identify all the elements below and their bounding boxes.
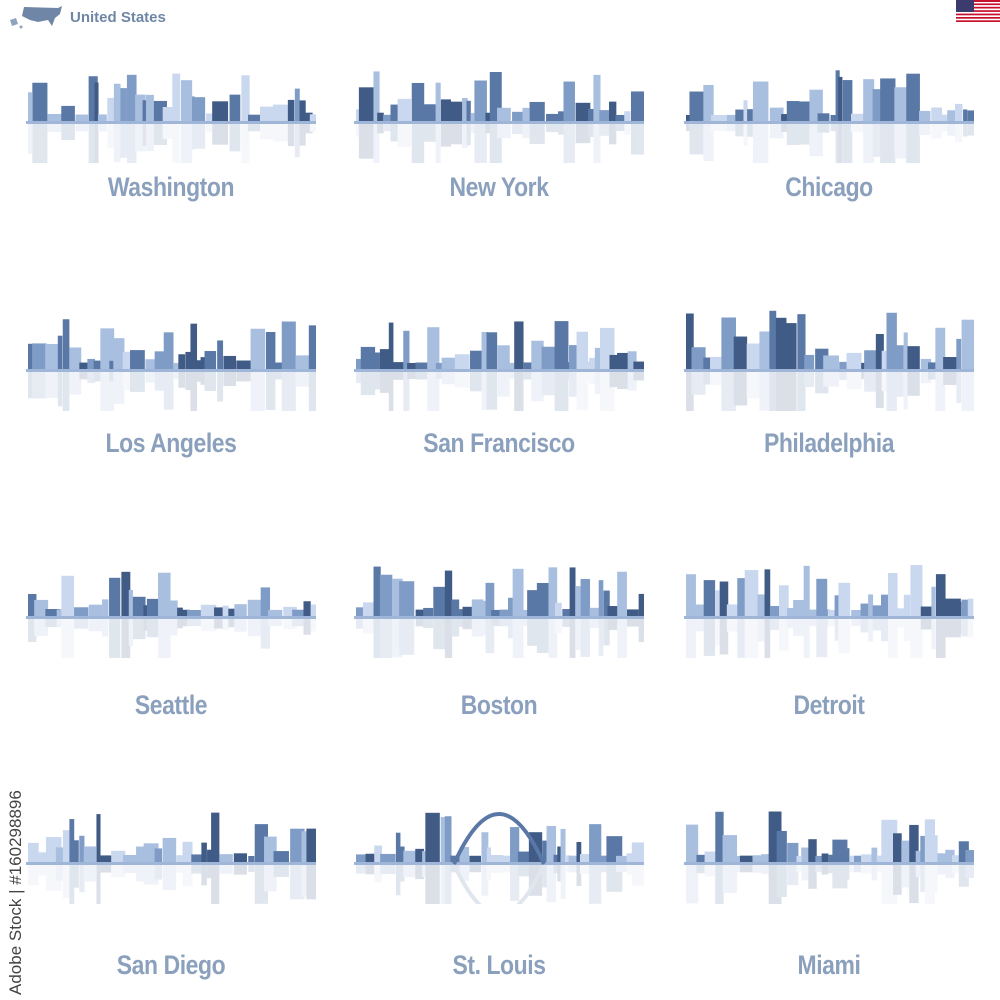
skyline-illustration xyxy=(684,310,974,411)
city-label: Philadelphia xyxy=(763,428,895,458)
skyline-illustration xyxy=(684,565,974,658)
stock-credit: Adobe Stock | #160298896 xyxy=(6,790,25,995)
city-label: Seattle xyxy=(134,690,208,720)
city-label: Chicago xyxy=(785,172,873,202)
skyline-illustration xyxy=(26,812,316,904)
city-label: Miami xyxy=(797,950,861,980)
skyline-illustration xyxy=(26,73,316,163)
city-label: Washington xyxy=(107,172,235,202)
city-label: Los Angeles xyxy=(105,428,237,458)
city-label: Boston xyxy=(460,690,538,720)
city-label: St. Louis xyxy=(452,950,546,980)
skyline-illustration xyxy=(354,321,644,411)
city-label: San Francisco xyxy=(423,428,575,458)
skyline-illustration xyxy=(684,811,974,904)
skyline-illustration xyxy=(26,571,316,658)
skyline-illustration xyxy=(684,70,974,163)
skyline-illustration xyxy=(354,71,644,163)
skyline-illustration xyxy=(354,812,644,904)
skyline-illustration xyxy=(354,566,644,658)
city-label: San Diego xyxy=(116,950,226,980)
usa-map-icon xyxy=(10,6,62,29)
city-label: New York xyxy=(449,172,549,202)
skyline-illustration xyxy=(26,319,316,411)
us-flag-icon xyxy=(956,0,1000,22)
header: United States xyxy=(8,4,166,30)
city-label: Detroit xyxy=(793,690,865,720)
header-title: United States xyxy=(70,8,166,26)
